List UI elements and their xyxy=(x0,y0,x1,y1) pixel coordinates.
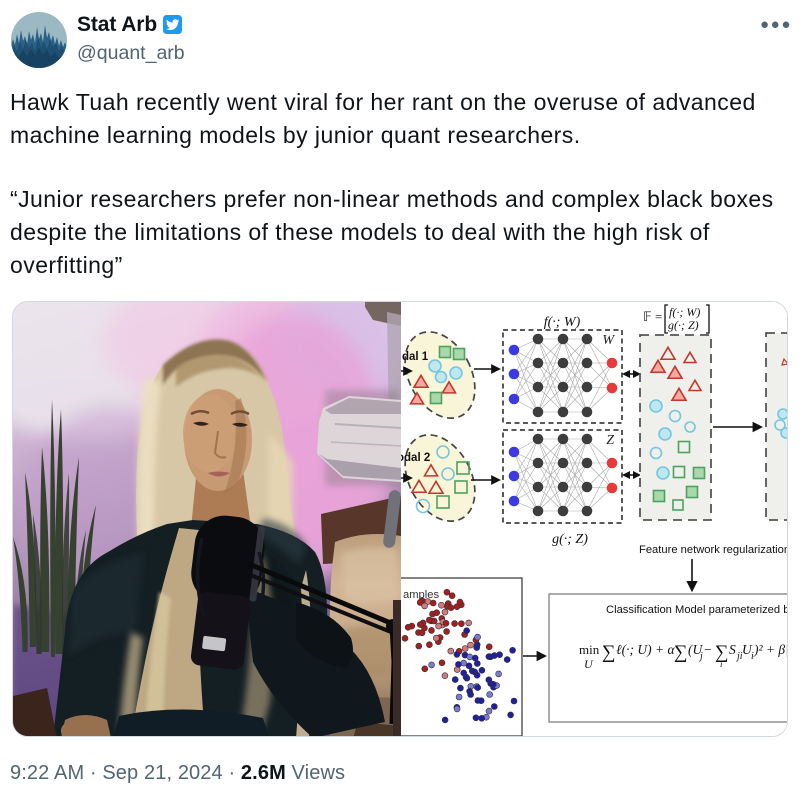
svg-text:f(·; W): f(·; W) xyxy=(669,305,700,319)
svg-text:W: W xyxy=(602,333,615,348)
svg-text:j: j xyxy=(698,651,703,662)
svg-text:U: U xyxy=(742,642,753,657)
svg-text:f(·; W): f(·; W) xyxy=(544,315,581,330)
svg-text:amples: amples xyxy=(403,589,439,601)
svg-text:∑: ∑ xyxy=(674,642,688,663)
svg-text:∑: ∑ xyxy=(602,642,616,663)
svg-text:Feature network regularization: Feature network regularization xyxy=(639,544,788,556)
svg-text:g(·; Z): g(·; Z) xyxy=(552,532,588,547)
svg-text:g(·; Z): g(·; Z) xyxy=(668,318,699,332)
svg-text:(U: (U xyxy=(688,642,703,657)
svg-text:U: U xyxy=(584,657,594,671)
svg-text:Z: Z xyxy=(606,433,614,448)
svg-text:Classification Model parameter: Classification Model parameterized by xyxy=(606,604,788,616)
svg-text:∑: ∑ xyxy=(715,642,729,663)
svg-text:i: i xyxy=(751,651,754,662)
svg-text:i: i xyxy=(720,659,723,669)
svg-text:min: min xyxy=(579,642,600,657)
svg-text:ji: ji xyxy=(735,651,743,662)
svg-text:odal 2: odal 2 xyxy=(401,452,430,464)
svg-text:dal 1: dal 1 xyxy=(402,351,429,363)
svg-text:−: − xyxy=(704,642,712,657)
svg-text:S: S xyxy=(729,642,736,657)
svg-text:𝔽 =: 𝔽 = xyxy=(643,309,662,324)
svg-text:ℓ(·; U) + α: ℓ(·; U) + α xyxy=(616,642,675,657)
svg-text:)² + β||U: )² + β||U xyxy=(753,642,788,657)
